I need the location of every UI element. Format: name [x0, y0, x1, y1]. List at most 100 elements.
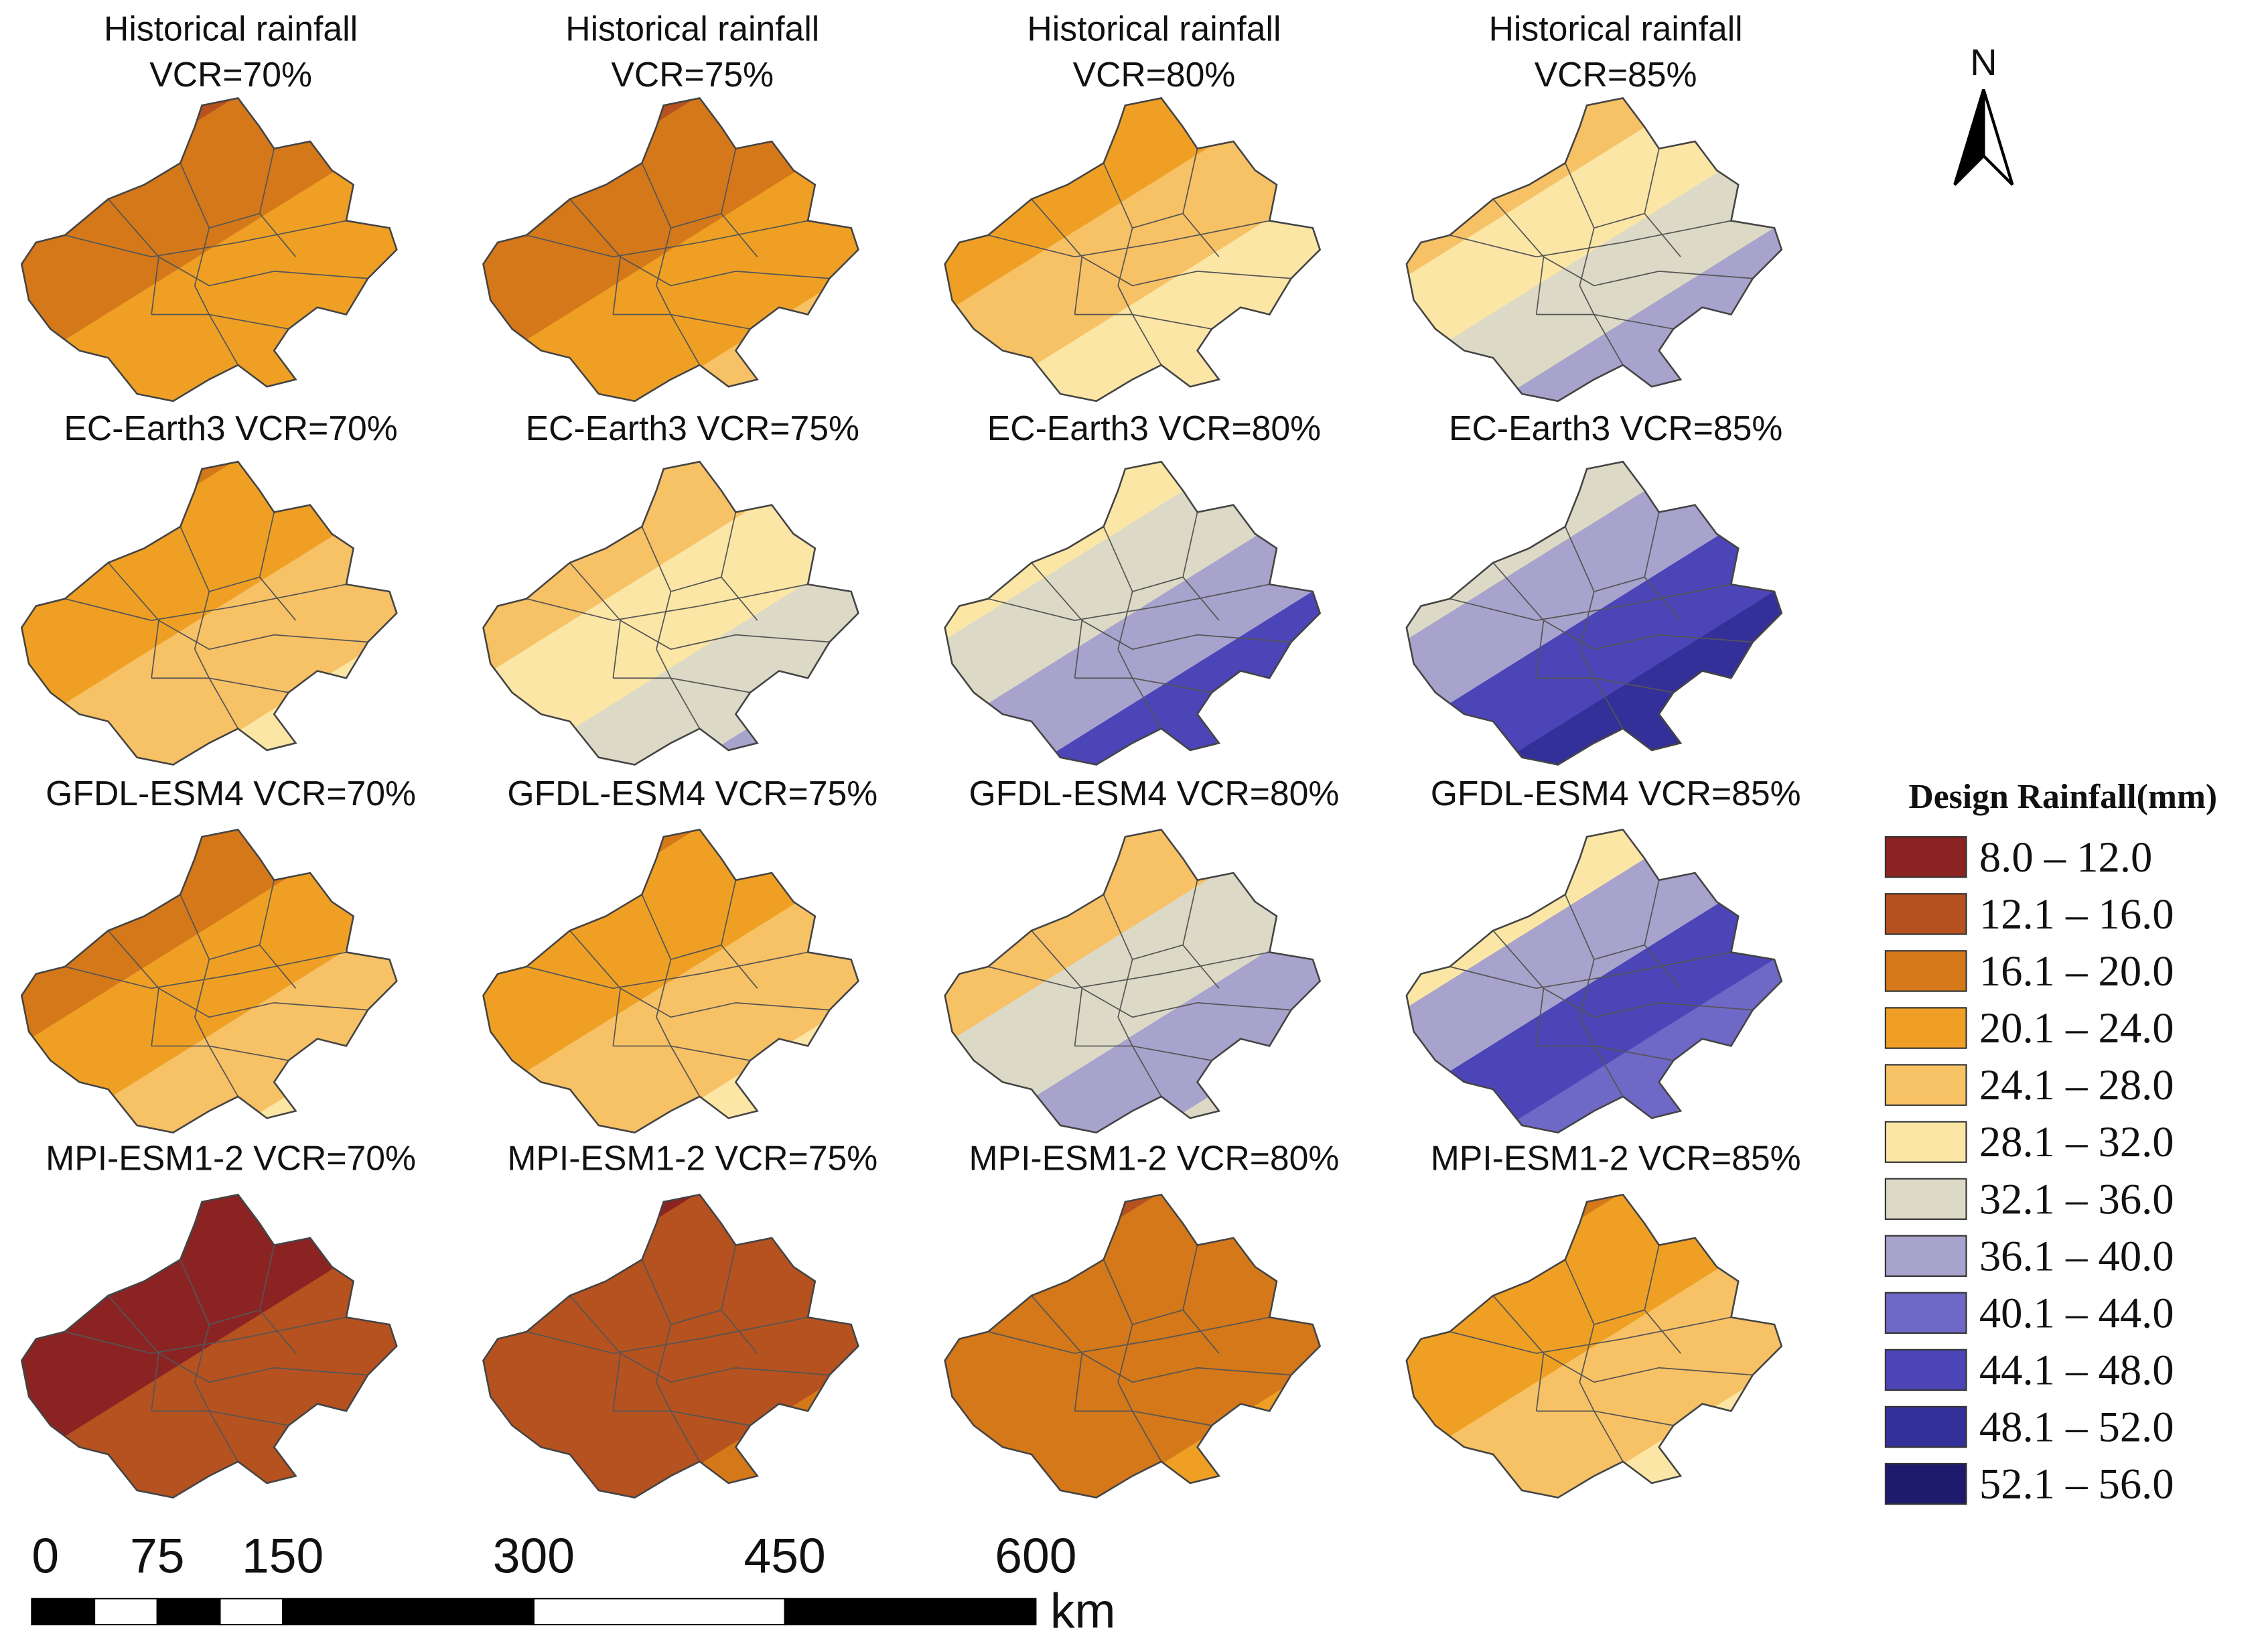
panel-title: VCR=70% — [149, 55, 312, 94]
scale-segment — [93, 1598, 158, 1626]
rainfall-zone — [483, 1194, 859, 1498]
district-border — [620, 1353, 830, 1383]
district-border — [1594, 212, 1645, 229]
scale-label: 450 — [744, 1529, 826, 1584]
boundary — [482, 1193, 859, 1499]
legend-label: 20.1 – 24.0 — [1979, 1004, 2174, 1052]
district-border — [1117, 648, 1162, 730]
district-border — [1450, 220, 1731, 258]
scale-segment — [219, 1598, 284, 1626]
rainfall-zone — [944, 859, 1320, 1133]
rainfall-zone — [21, 98, 397, 401]
district-border — [209, 576, 260, 592]
district-border — [988, 583, 1270, 621]
district-border — [209, 944, 260, 961]
rainfall-zone — [944, 518, 1320, 765]
legend-swatch — [1884, 1405, 1967, 1448]
scale-segment — [156, 1598, 221, 1626]
district-border — [670, 576, 722, 592]
district-border — [620, 620, 830, 650]
scale-segment — [533, 1598, 786, 1626]
legend-label: 8.0 – 12.0 — [1979, 833, 2152, 881]
district-border — [526, 1316, 808, 1355]
legend-label: 36.1 – 40.0 — [1979, 1231, 2174, 1280]
rainfall-zone — [21, 859, 397, 1133]
legend-swatch — [1884, 1292, 1967, 1334]
district-border — [1132, 576, 1184, 592]
panel-title: Historical rainfall — [1489, 9, 1743, 48]
district-border — [1579, 285, 1624, 366]
rainfall-zone — [1406, 154, 1782, 401]
boundary — [20, 97, 398, 403]
north-label: N — [1970, 41, 1997, 83]
scale-unit: km — [1050, 1583, 1116, 1638]
district-border — [670, 944, 722, 961]
district-border — [526, 583, 808, 621]
rainfall-zone — [944, 128, 1320, 401]
scale-label: 0 — [31, 1529, 59, 1584]
scale-segment — [31, 1598, 96, 1626]
district-border — [620, 987, 830, 1018]
panel-title: Historical rainfall — [1027, 9, 1281, 48]
district-border — [1579, 1016, 1624, 1097]
district-border — [1450, 583, 1731, 621]
district-border — [1450, 1316, 1731, 1355]
district-border — [656, 1016, 701, 1097]
district-border — [64, 583, 347, 621]
boundary — [1405, 460, 1783, 766]
legend-label: 48.1 – 52.0 — [1979, 1403, 2174, 1451]
district-border — [209, 212, 260, 229]
legend-label: 44.1 – 48.0 — [1979, 1345, 2174, 1393]
legend-label: 52.1 – 56.0 — [1979, 1460, 2174, 1508]
boundary — [482, 828, 859, 1134]
panel-title: Historical rainfall — [565, 9, 819, 48]
district-border — [1450, 951, 1731, 989]
district-border — [1594, 1309, 1645, 1325]
panel-title: EC-Earth3 VCR=85% — [1449, 409, 1782, 448]
district-border — [670, 1309, 722, 1325]
district-border — [209, 1309, 260, 1325]
district-border — [1081, 620, 1291, 650]
district-border — [1081, 256, 1291, 287]
rainfall-zone — [483, 829, 859, 1133]
rainfall-zone — [1406, 518, 1782, 765]
boundary — [482, 460, 859, 766]
legend-swatch — [1884, 1462, 1967, 1505]
legend-swatch — [1884, 1349, 1967, 1391]
legend-label: 28.1 – 32.0 — [1979, 1117, 2174, 1166]
district-border — [64, 220, 347, 258]
panel-title: VCR=85% — [1535, 55, 1697, 94]
district-border — [656, 1381, 701, 1462]
district-border — [64, 1316, 347, 1355]
district-border — [1117, 1381, 1162, 1462]
panel-title: MPI-ESM1-2 VCR=80% — [969, 1139, 1340, 1178]
district-border — [194, 285, 239, 366]
legend-label: 12.1 – 16.0 — [1979, 890, 2174, 938]
district-border — [158, 1353, 368, 1383]
district-border — [194, 1381, 239, 1462]
panel-title: EC-Earth3 VCR=80% — [987, 409, 1321, 448]
district-border — [1132, 1309, 1184, 1325]
scale-label: 150 — [242, 1529, 324, 1584]
legend-swatch — [1884, 1121, 1967, 1163]
legend-label: 24.1 – 28.0 — [1979, 1060, 2174, 1109]
rainfall-zone — [21, 1194, 397, 1498]
rainfall-zone — [21, 462, 397, 765]
legend-swatch — [1884, 1064, 1967, 1106]
boundary — [20, 1193, 398, 1499]
district-border — [620, 256, 830, 287]
district-border — [1543, 1353, 1753, 1383]
legend-swatch — [1884, 1235, 1967, 1278]
district-border — [158, 987, 368, 1018]
panel-title: MPI-ESM1-2 VCR=85% — [1431, 1139, 1801, 1178]
district-border — [988, 951, 1270, 989]
panel-title: VCR=80% — [1073, 55, 1236, 94]
district-border — [1579, 1381, 1624, 1462]
panel-title: EC-Earth3 VCR=70% — [64, 409, 397, 448]
district-border — [1543, 620, 1753, 650]
boundary — [944, 460, 1322, 766]
north-arrow: N — [1953, 41, 2014, 186]
district-border — [1594, 576, 1645, 592]
panel-title: VCR=75% — [611, 55, 774, 94]
rainfall-zone — [1406, 886, 1782, 1133]
